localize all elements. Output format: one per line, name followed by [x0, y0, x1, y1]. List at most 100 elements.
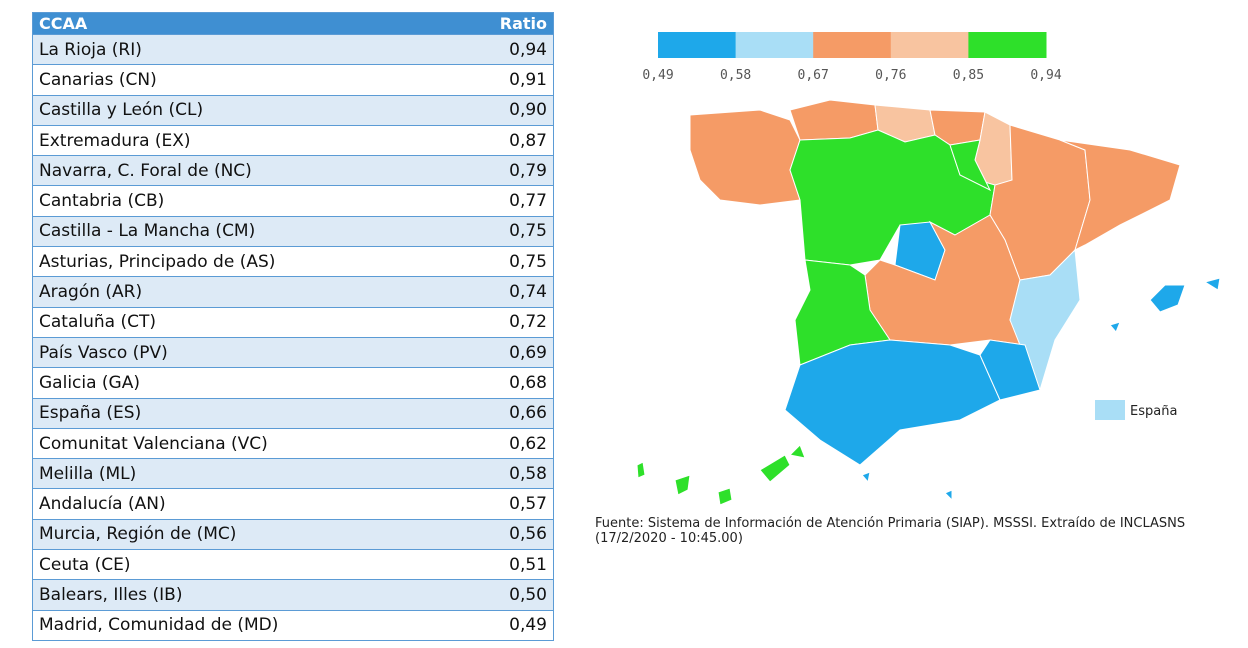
region-andalucia — [784, 339, 1001, 466]
region-cell: La Rioja (RI) — [39, 39, 142, 60]
table-row: Castilla y León (CL) 0,90 — [33, 94, 553, 125]
island-canarias-2 — [674, 474, 691, 496]
table-header: CCAA Ratio — [33, 13, 553, 34]
ratio-cell: 0,90 — [509, 100, 547, 121]
region-cantabria — [874, 104, 936, 143]
spain-map — [636, 99, 1221, 506]
ratio-cell: 0,77 — [509, 191, 547, 212]
ratio-table: CCAA Ratio La Rioja (RI) 0,94 Canarias (CN) 0… — [32, 12, 554, 641]
ratio-cell: 0,69 — [509, 342, 547, 363]
table-row: País Vasco (PV) 0,69 — [33, 336, 553, 368]
table-row: Castilla - La Mancha (CM) 0,75 — [33, 215, 553, 247]
region-cell: Ceuta (CE) — [39, 554, 131, 575]
region-cell: Balears, Illes (IB) — [39, 584, 183, 605]
scale-label: 0,94 — [1030, 68, 1061, 83]
ratio-cell: 0,79 — [509, 160, 547, 181]
scale-label: 0,67 — [798, 68, 829, 83]
region-cell: Castilla - La Mancha (CM) — [39, 221, 256, 242]
ratio-cell: 0,91 — [509, 69, 547, 90]
island-menorca — [1203, 277, 1221, 291]
ratio-cell: 0,68 — [509, 372, 547, 393]
table-row: España (ES) 0,66 — [33, 397, 553, 428]
ratio-cell: 0,66 — [509, 403, 547, 424]
region-cell: Andalucía (AN) — [39, 494, 166, 515]
table-row: Galicia (GA) 0,68 — [33, 367, 553, 397]
ratio-cell: 0,75 — [509, 251, 547, 272]
scale-swatch — [968, 32, 1047, 58]
region-cell: Galicia (GA) — [39, 372, 140, 393]
legend-key-label: España — [1130, 404, 1177, 419]
island-canarias-3 — [717, 487, 733, 506]
table-row: Navarra, C. Foral de (NC) 0,79 — [33, 155, 553, 186]
region-cell: País Vasco (PV) — [39, 342, 168, 363]
region-navarra — [974, 111, 1013, 191]
table-row: Cataluña (CT) 0,72 — [33, 306, 553, 337]
table-row: Comunitat Valenciana (VC) 0,62 — [33, 427, 553, 458]
legend-key-swatch — [1095, 400, 1125, 420]
table-row: Balears, Illes (IB) 0,50 — [33, 579, 553, 610]
ratio-cell: 0,56 — [509, 524, 547, 545]
region-cell: Castilla y León (CL) — [39, 100, 204, 121]
scale-label: 0,85 — [953, 68, 984, 83]
table-row: Aragón (AR) 0,74 — [33, 276, 553, 307]
ratio-cell: 0,75 — [509, 221, 547, 242]
table-row: Canarias (CN) 0,91 — [33, 64, 553, 94]
ratio-cell: 0,58 — [509, 463, 547, 484]
table-row: Cantabria (CB) 0,77 — [33, 185, 553, 215]
region-cell: Madrid, Comunidad de (MD) — [39, 615, 279, 636]
scale-label: 0,49 — [642, 68, 673, 83]
table-row: Ceuta (CE) 0,51 — [33, 549, 553, 579]
region-cell: Cantabria (CB) — [39, 191, 165, 212]
ratio-cell: 0,72 — [509, 312, 547, 333]
scale-swatch — [735, 32, 814, 58]
source-note: Fuente: Sistema de Información de Atenci… — [595, 516, 1186, 546]
table-row: Melilla (ML) 0,58 — [33, 458, 553, 489]
region-cell: Asturias, Principado de (AS) — [39, 251, 276, 272]
region-asturias — [789, 99, 879, 141]
region-pais-vasco — [929, 109, 986, 146]
scale-label: 0,76 — [875, 68, 906, 83]
color-scale: 0,49 0,58 0,67 0,76 0,85 0,94 — [642, 32, 1062, 83]
scale-swatch — [658, 32, 737, 58]
region-cell: Murcia, Región de (MC) — [39, 524, 237, 545]
ratio-cell: 0,87 — [509, 130, 547, 151]
region-la-rioja — [949, 139, 992, 192]
ratio-cell: 0,74 — [509, 282, 547, 303]
region-cell: Extremadura (EX) — [39, 130, 191, 151]
header-cell: Ratio — [499, 14, 547, 33]
island-canarias-1 — [636, 461, 646, 479]
region-cell: Melilla (ML) — [39, 463, 137, 484]
region-baleares — [1149, 284, 1186, 313]
scale-swatch — [813, 32, 892, 58]
region-aragon — [989, 124, 1091, 281]
header-cell: CCAA — [39, 14, 88, 33]
ratio-cell: 0,50 — [509, 584, 547, 605]
region-murcia — [979, 339, 1041, 401]
region-cell: Cataluña (CT) — [39, 312, 156, 333]
region-galicia — [689, 109, 801, 206]
ratio-cell: 0,94 — [509, 39, 547, 60]
table-row: La Rioja (RI) 0,94 — [33, 34, 553, 65]
region-cell: Canarias (CN) — [39, 69, 157, 90]
island-ibiza — [1109, 321, 1121, 333]
region-castilla-la-mancha — [864, 214, 1026, 346]
scale-swatch — [890, 32, 969, 58]
region-cataluna — [1059, 139, 1181, 251]
region-cell: España (ES) — [39, 403, 142, 424]
region-cell: Navarra, C. Foral de (NC) — [39, 160, 252, 181]
island-canarias-5 — [788, 444, 806, 459]
ratio-cell: 0,57 — [509, 494, 547, 515]
table-row: Extremadura (EX) 0,87 — [33, 124, 553, 155]
region-cell: Aragón (AR) — [39, 282, 143, 303]
melilla — [944, 489, 953, 502]
region-madrid — [894, 221, 946, 281]
scale-label: 0,58 — [720, 68, 751, 83]
region-castilla-leon — [789, 129, 996, 266]
island-canarias-4 — [759, 454, 791, 483]
ratio-cell: 0,62 — [509, 433, 547, 454]
ratio-cell: 0,51 — [509, 554, 547, 575]
table-row: Madrid, Comunidad de (MD) 0,49 — [33, 609, 553, 640]
region-valencia — [1009, 248, 1081, 392]
